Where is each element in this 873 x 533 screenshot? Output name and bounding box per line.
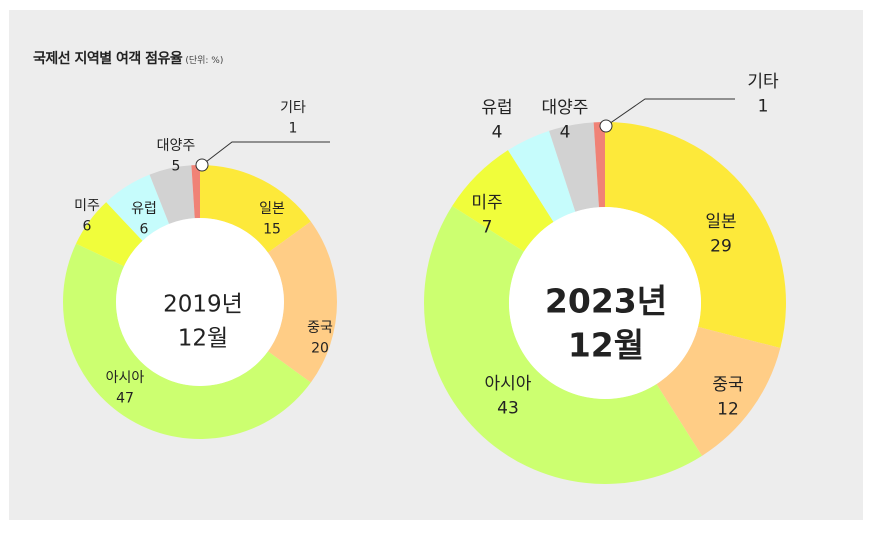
slice-label: 아시아 [106, 370, 145, 386]
donut-1: 2019년 12월 일본 15 중국 20 아시아 47 미주 6 유럽 6 대양주 5 기타 1 [63, 100, 338, 439]
unit-label: (단위: %) [185, 56, 224, 66]
callout-dot [599, 119, 613, 133]
slice-label: 아시아 [485, 374, 532, 394]
slice-value: 1 [289, 120, 298, 136]
slice-5 [508, 130, 576, 222]
center-label-month: 12월 [568, 326, 644, 365]
slice-5 [106, 174, 170, 241]
slice-value: 12 [717, 400, 739, 420]
callout-line [201, 141, 330, 166]
center-label-month: 12월 [178, 326, 228, 352]
donut-2: 2023년 12월 일본 29 중국 12 아시아 43 미주 7 유럽 4 대양주 4 기타 1 [423, 72, 786, 485]
slice-label: 중국 [307, 320, 333, 336]
slice-label: 유럽 [131, 201, 157, 217]
slice-value: 43 [497, 399, 519, 419]
slice-2 [656, 326, 781, 456]
slice-value: 47 [116, 390, 134, 406]
slice-label: 기타 [280, 100, 306, 116]
slice-value: 6 [140, 221, 149, 237]
slice-value: 6 [83, 218, 92, 234]
slice-value: 29 [710, 237, 732, 257]
slice-label: 미주 [74, 198, 100, 214]
slice-1 [200, 165, 311, 253]
slice-label: 대양주 [542, 98, 589, 118]
slice-value: 5 [172, 158, 181, 174]
center-label-year: 2023년 [545, 282, 667, 321]
donut-hole [116, 218, 284, 386]
slice-2 [267, 221, 338, 383]
slice-value: 20 [311, 340, 329, 356]
slice-3 [423, 206, 702, 485]
slice-7 [593, 122, 605, 208]
slice-label: 중국 [712, 375, 743, 395]
slice-3 [63, 243, 311, 439]
callout-line [605, 98, 735, 127]
slice-label: 대양주 [157, 138, 196, 154]
slice-label: 기타 [747, 72, 779, 92]
chart-title: 국제선 지역별 여객 점유율 (단위: %) [33, 51, 224, 67]
slice-value: 4 [560, 123, 571, 143]
slice-label: 일본 [259, 201, 285, 217]
slice-1 [605, 122, 786, 349]
slice-value: 1 [758, 97, 769, 117]
slice-label: 일본 [705, 212, 736, 232]
slice-label: 유럽 [481, 98, 512, 118]
slice-7 [191, 165, 200, 219]
callout-dot [195, 158, 209, 172]
slice-4 [76, 202, 143, 267]
donut-hole [509, 207, 701, 399]
slice-4 [452, 150, 554, 252]
slice-value: 7 [482, 218, 493, 238]
slice-6 [149, 165, 195, 224]
slice-value: 4 [492, 123, 503, 143]
slice-6 [549, 122, 599, 212]
slice-value: 15 [263, 221, 281, 237]
slice-label: 미주 [471, 193, 502, 213]
center-label-year: 2019년 [163, 292, 243, 318]
